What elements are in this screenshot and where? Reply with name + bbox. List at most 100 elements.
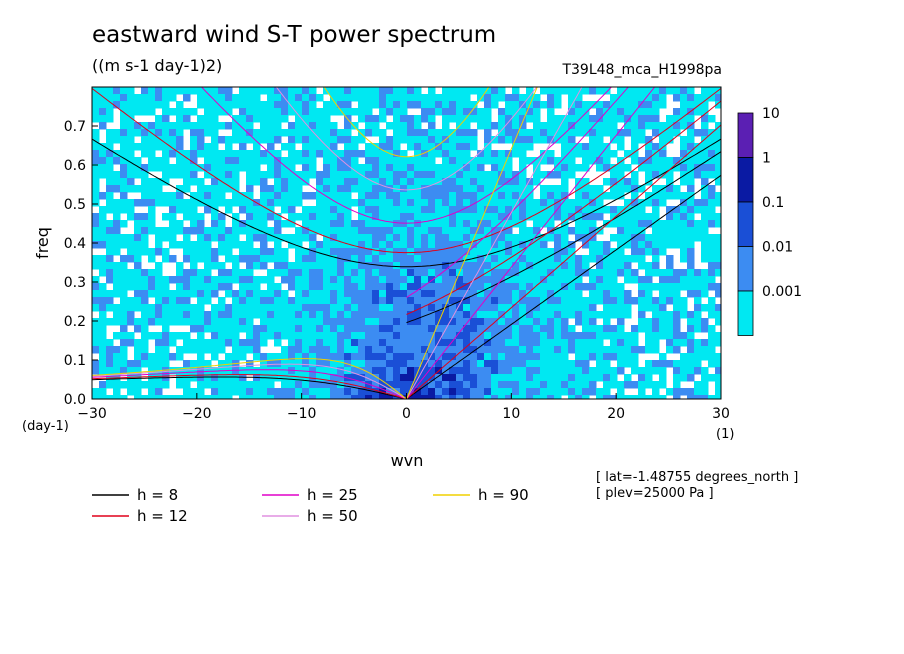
- heatmap-cell: [155, 94, 163, 102]
- heatmap-cell: [260, 276, 268, 284]
- heatmap-cell: [92, 157, 100, 165]
- heatmap-cell: [442, 262, 450, 270]
- heatmap-cell: [386, 213, 394, 221]
- dispersion-curve: [323, 87, 490, 158]
- heatmap-cell: [512, 262, 520, 270]
- dispersion-curve: [406, 124, 721, 399]
- heatmap-cell: [246, 101, 254, 109]
- heatmap-cell: [533, 122, 541, 130]
- heatmap-cell: [337, 353, 345, 361]
- heatmap-cell: [673, 94, 681, 102]
- heatmap-cell: [540, 255, 548, 263]
- heatmap-cell: [239, 388, 247, 396]
- heatmap-cell: [232, 262, 240, 270]
- heatmap-cell: [568, 115, 576, 123]
- heatmap-cell: [260, 304, 268, 312]
- heatmap-cell: [421, 101, 429, 109]
- heatmap-cell: [687, 157, 695, 165]
- heatmap-cell: [316, 325, 324, 333]
- heatmap-cell: [421, 241, 429, 249]
- heatmap-cell: [274, 157, 282, 165]
- heatmap-cell: [365, 388, 373, 396]
- heatmap-cell: [400, 101, 408, 109]
- heatmap-cell: [617, 311, 625, 319]
- heatmap-cell: [379, 325, 387, 333]
- heatmap-cell: [288, 206, 296, 214]
- heatmap-cell: [239, 297, 247, 305]
- heatmap-cell: [414, 199, 422, 207]
- heatmap-cell: [533, 171, 541, 179]
- heatmap-cell: [533, 220, 541, 228]
- heatmap-cell: [498, 395, 506, 399]
- heatmap-cell: [120, 304, 128, 312]
- heatmap-cell: [708, 136, 716, 144]
- heatmap-cell: [568, 304, 576, 312]
- heatmap-cell: [414, 262, 422, 270]
- heatmap-cell: [211, 283, 219, 291]
- heatmap-cell: [589, 199, 597, 207]
- heatmap-cell: [365, 122, 373, 130]
- heatmap-cell: [610, 206, 618, 214]
- heatmap-cell: [596, 157, 604, 165]
- heatmap-cell: [666, 241, 674, 249]
- heatmap-cell: [183, 304, 191, 312]
- heatmap-cell: [414, 227, 422, 235]
- heatmap-cell: [554, 213, 562, 221]
- heatmap-cell: [120, 94, 128, 102]
- heatmap-cell: [617, 185, 625, 193]
- heatmap-cell: [183, 388, 191, 396]
- heatmap-cell: [617, 346, 625, 354]
- heatmap-cell: [568, 262, 576, 270]
- heatmap-cell: [260, 108, 268, 116]
- heatmap-cell: [498, 318, 506, 326]
- heatmap-cell: [155, 143, 163, 151]
- heatmap-cell: [232, 388, 240, 396]
- heatmap-cell: [358, 360, 366, 368]
- heatmap-cell: [330, 178, 338, 186]
- heatmap-cell: [176, 227, 184, 235]
- heatmap-cell: [449, 395, 457, 399]
- heatmap-cell: [253, 395, 261, 399]
- heatmap-cell: [568, 388, 576, 396]
- heatmap-cell: [498, 129, 506, 137]
- heatmap-cell: [673, 374, 681, 382]
- heatmap-cell: [421, 367, 429, 375]
- heatmap-cell: [540, 269, 548, 277]
- heatmap-cell: [617, 220, 625, 228]
- heatmap-cell: [414, 129, 422, 137]
- heatmap-cell: [652, 297, 660, 305]
- x-unit-label: (1): [716, 427, 734, 442]
- heatmap-cell: [197, 276, 205, 284]
- heatmap-cell: [477, 304, 485, 312]
- heatmap-cell: [232, 339, 240, 347]
- heatmap-cell: [666, 283, 674, 291]
- heatmap-cell: [316, 94, 324, 102]
- heatmap-cell: [477, 395, 485, 399]
- heatmap-cell: [435, 136, 443, 144]
- heatmap-cell: [225, 353, 233, 361]
- heatmap-cell: [393, 206, 401, 214]
- heatmap-cell: [246, 199, 254, 207]
- heatmap-cell: [386, 206, 394, 214]
- heatmap-cell: [204, 192, 212, 200]
- heatmap-cell: [246, 171, 254, 179]
- heatmap-cell: [253, 101, 261, 109]
- heatmap-cell: [148, 255, 156, 263]
- heatmap-cell: [687, 311, 695, 319]
- heatmap-cell: [582, 311, 590, 319]
- heatmap-cell: [386, 122, 394, 130]
- heatmap-cell: [92, 332, 100, 340]
- heatmap-cell: [239, 192, 247, 200]
- heatmap-cell: [568, 199, 576, 207]
- heatmap-cell: [456, 101, 464, 109]
- heatmap-cell: [127, 213, 135, 221]
- heatmap-cell: [624, 353, 632, 361]
- heatmap-cell: [183, 283, 191, 291]
- heatmap-cell: [596, 241, 604, 249]
- heatmap-cell: [540, 297, 548, 305]
- heatmap-cell: [379, 164, 387, 172]
- heatmap-cell: [113, 262, 121, 270]
- heatmap-cell: [358, 87, 366, 95]
- heatmap-cell: [106, 339, 114, 347]
- heatmap-cell: [106, 269, 114, 277]
